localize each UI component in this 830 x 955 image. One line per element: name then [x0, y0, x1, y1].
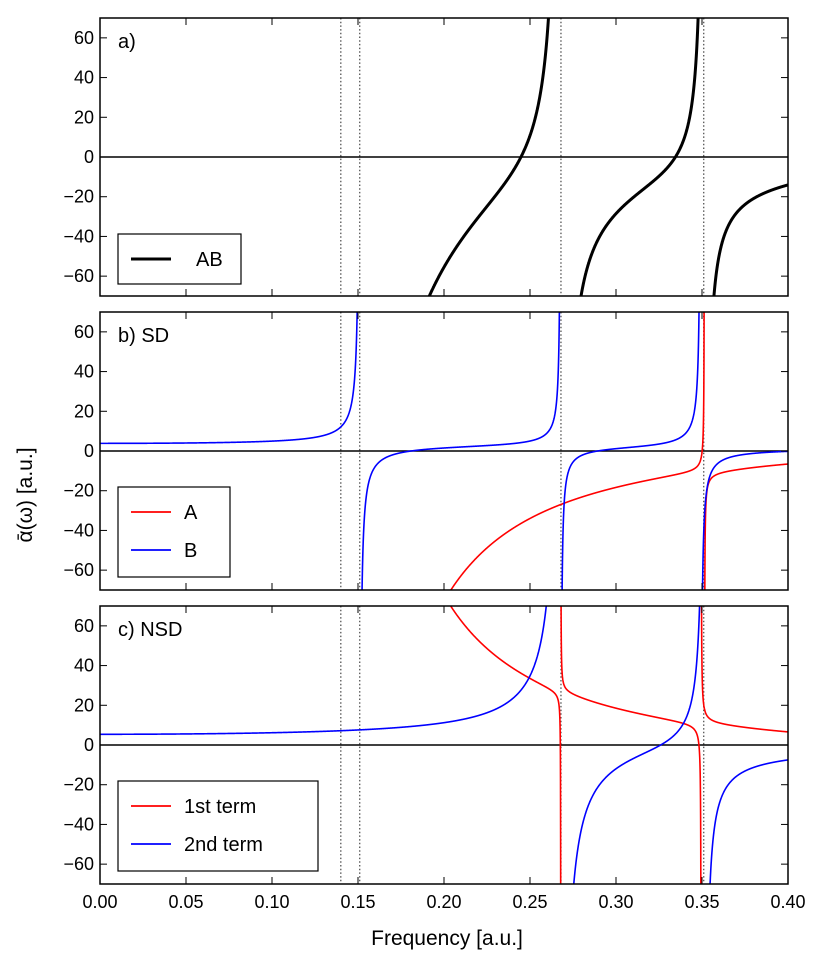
panels-group: 60 40 20 0 −20 −40 −60 a) AB 60 40 20 0 −20 −40 −60 b) S… — [63, 17, 806, 912]
legend-label-ab: AB — [196, 249, 223, 271]
x-tick-label: 0.20 — [426, 892, 461, 912]
y-tick-label: −60 — [63, 266, 94, 286]
legend: AB — [117, 486, 231, 578]
y-tick-label: −60 — [63, 560, 94, 580]
panel-label: b) SD — [118, 325, 169, 347]
x-tick-label: 0.05 — [168, 892, 203, 912]
panel-1: 60 40 20 0 −20 −40 −60 a) AB — [63, 17, 789, 297]
legend-label-b: B — [184, 540, 197, 562]
series-line-a — [449, 312, 788, 590]
x-tick-label: 0.00 — [82, 892, 117, 912]
y-tick-label: 60 — [74, 616, 94, 636]
y-tick-label: 0 — [84, 147, 94, 167]
curves-group — [100, 312, 788, 590]
x-axis-title: Frequency [a.u.] — [371, 927, 523, 950]
y-tick-label: −40 — [63, 520, 94, 540]
x-tick-label: 0.30 — [598, 892, 633, 912]
y-tick-label: 60 — [74, 322, 94, 342]
panel-label: a) — [118, 31, 136, 53]
y-tick-label: −60 — [63, 854, 94, 874]
y-tick-label: 20 — [74, 401, 94, 421]
y-tick-label: −40 — [63, 814, 94, 834]
y-tick-label: −20 — [63, 187, 94, 207]
legend: 1st term 2nd term — [117, 780, 319, 872]
y-tick-label: −20 — [63, 775, 94, 795]
y-axis-title: ᾱ(ω) [a.u.] — [14, 447, 37, 542]
x-tick-label: 0.10 — [254, 892, 289, 912]
y-tick-label: 0 — [84, 441, 94, 461]
legend-frame — [117, 780, 319, 872]
legend-label-a: A — [184, 502, 198, 524]
legend-label-2nd-term: 2nd term — [184, 834, 263, 856]
x-tick-label: 0.35 — [684, 892, 719, 912]
panel-2: 60 40 20 0 −20 −40 −60 b) SD AB — [63, 311, 789, 591]
legend-label-1st-term: 1st term — [184, 796, 256, 818]
y-tick-label: 20 — [74, 107, 94, 127]
panel-3: 60 40 20 0 −20 −40 −60 0.00 0.05 0.10 0.15 0.20 0.25… — [63, 605, 806, 912]
x-tick-label: 0.25 — [512, 892, 547, 912]
y-tick-label: 40 — [74, 656, 94, 676]
x-tick-label: 0.40 — [770, 892, 805, 912]
series-line-2nd-term — [100, 606, 788, 884]
x-tick-label: 0.15 — [340, 892, 375, 912]
y-tick-label: 20 — [74, 695, 94, 715]
panel-label: c) NSD — [118, 619, 182, 641]
series-line-ab — [427, 18, 788, 296]
curves-group — [427, 18, 788, 296]
legend: AB — [117, 233, 242, 285]
legend-frame — [117, 486, 231, 578]
y-tick-label: 0 — [84, 735, 94, 755]
curves-group — [100, 606, 788, 884]
y-tick-label: 60 — [74, 28, 94, 48]
y-tick-label: 40 — [74, 362, 94, 382]
y-tick-label: 40 — [74, 68, 94, 88]
series-line-b — [100, 312, 788, 590]
y-tick-label: −20 — [63, 481, 94, 501]
y-tick-label: −40 — [63, 226, 94, 246]
